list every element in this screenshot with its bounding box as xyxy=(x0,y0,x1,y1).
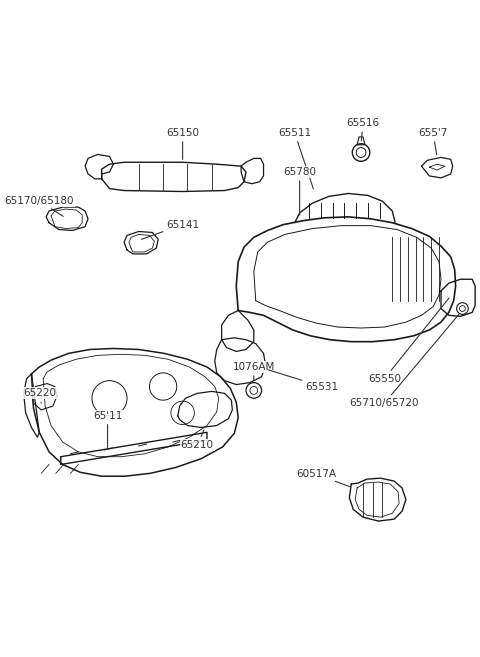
Text: 65780: 65780 xyxy=(283,167,316,215)
Text: 65710/65720: 65710/65720 xyxy=(350,315,459,408)
Text: 65516: 65516 xyxy=(347,118,380,141)
Text: 655'7: 655'7 xyxy=(419,128,448,154)
Text: 65531: 65531 xyxy=(268,370,338,392)
Text: 65'11: 65'11 xyxy=(93,411,122,449)
Text: 1076AM: 1076AM xyxy=(233,362,275,380)
Text: 65511: 65511 xyxy=(278,128,313,189)
Text: 65210: 65210 xyxy=(181,430,214,450)
Text: 65550: 65550 xyxy=(368,298,449,384)
Text: 65220: 65220 xyxy=(23,388,56,403)
Text: 65141: 65141 xyxy=(141,219,199,239)
Text: 65150: 65150 xyxy=(166,128,199,160)
Text: 60517A: 60517A xyxy=(296,469,351,487)
Text: 65170/65180: 65170/65180 xyxy=(4,196,74,216)
